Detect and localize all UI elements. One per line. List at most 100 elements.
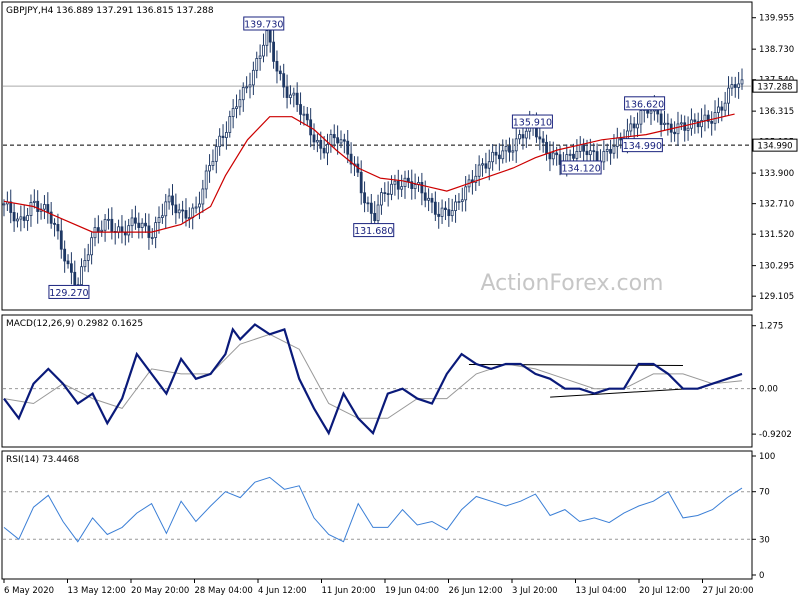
candle-body [524,130,528,139]
last-price-badge-label: 137.288 [757,83,792,93]
watermark: ActionForex.com [481,271,664,296]
candle-body [191,207,195,219]
candle-body [373,212,377,222]
y-tick-label: -0.9202 [759,430,792,440]
candle-body [241,87,245,101]
candle-body [137,222,141,228]
candle-body [36,200,40,212]
candle-body [487,161,491,169]
candle-body [245,86,249,89]
candle-body [696,121,700,128]
y-tick-label: 0.00 [759,385,778,395]
candle-body [248,84,252,88]
candle-body [43,204,46,210]
candle-body [717,106,720,113]
price-annotation-box [243,16,285,31]
candle-body [201,188,205,205]
candle-body [706,114,710,122]
price-annotation-label: 129.270 [49,288,88,299]
candle-body [83,260,87,268]
x-tick-label: 20 Jul 12:00 [639,586,690,596]
candle-body [636,123,639,129]
candle-body [336,137,340,144]
price-annotation-box [621,138,663,153]
price-annotation-label: 139.730 [244,19,283,30]
candle-body [228,116,232,133]
candle-body [117,226,120,233]
rsi-line [3,476,743,543]
candle-body [585,150,589,156]
candle-body [265,30,269,46]
x-tick-label: 6 May 2020 [4,586,54,596]
candle-body [204,170,208,190]
candle-body [16,218,19,222]
candle-body [437,213,441,217]
candle-body [400,186,404,190]
candle-body [366,202,370,205]
price-annotation-label: 135.910 [513,118,552,129]
candle-body [12,212,16,222]
candle-body [312,134,316,143]
x-tick-label: 20 May 20:00 [131,586,189,596]
candle-body [235,106,238,109]
candle-body [268,30,272,43]
y-tick-label: 129.105 [759,292,794,302]
candle-body [49,211,53,224]
candle-body [19,216,23,220]
candle-body [110,218,114,232]
candle-body [369,202,373,214]
candle-body [666,122,670,125]
x-tick-label: 13 Jul 04:00 [576,586,627,596]
candle-body [555,152,559,156]
candle-body [174,204,178,214]
rsi-panel [1,450,753,580]
y-tick-label: 131.520 [759,230,794,240]
candle-body [457,201,461,203]
x-tick-label: 3 Jul 20:00 [512,586,558,596]
candle-body [403,177,407,187]
candle-body [164,201,168,217]
rsi-layer [3,476,751,543]
candle-body [430,197,434,203]
candle-body [649,110,653,114]
candle-body [299,104,302,115]
candle-body [423,192,427,201]
price-annotation-box [353,223,395,238]
candle-body [727,87,730,104]
candle-body [251,69,255,86]
candle-body [289,94,292,98]
candle-body [339,139,343,144]
candle-body [609,149,612,154]
candle-body [59,230,63,250]
candle-body [518,134,521,140]
candle-body [538,136,542,140]
candle-body [454,201,457,211]
moving-average-line [3,113,735,233]
x-tick-label: 4 Jun 12:00 [258,586,307,596]
macd-layer [3,323,751,436]
candle-body [723,102,727,111]
candle-body [481,163,484,166]
candle-body [491,151,495,163]
y-tick-label: 133.900 [759,169,794,179]
price-panel [1,1,753,311]
candle-body [676,123,680,135]
candle-body [413,184,417,189]
candle-body [386,193,390,195]
candle-body [332,134,336,139]
candle-body [720,106,724,111]
candle-body [548,152,552,160]
macd-trendline [550,388,691,398]
candle-body [551,152,555,160]
x-tick-label: 26 Jun 12:00 [449,586,503,596]
candle-body [390,183,393,195]
candle-body [383,192,387,195]
candle-body [582,144,586,152]
x-tick-label: 28 May 04:00 [195,586,253,596]
candle-body [568,153,572,156]
candle-body [659,113,663,125]
candle-body [679,122,683,125]
y-tick-label: 130.295 [759,262,794,272]
candle-body [80,266,83,285]
x-tick-label: 13 May 12:00 [68,586,126,596]
